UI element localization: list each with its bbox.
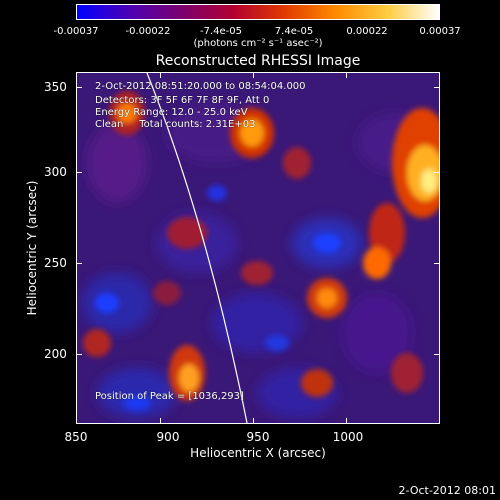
- colorbar-tick-label: 0.00022: [346, 26, 388, 37]
- colorbar-tick-label: -0.00037: [53, 26, 99, 37]
- y-axis-label: Heliocentric Y (arcsec): [25, 180, 39, 316]
- footer-date: 2-Oct-2012 08:01: [398, 484, 496, 497]
- annotation-peak-position: Position of Peak = [1036,293]: [95, 391, 244, 402]
- image-plot-area: 2-Oct-2012 08:51:20.000 to 08:54:04.000 …: [76, 72, 440, 424]
- x-tick-label: 950: [246, 430, 270, 444]
- y-tick-label: 350: [44, 80, 67, 94]
- colorbar-tick-label: -0.00022: [125, 26, 171, 37]
- x-tick-label: 900: [156, 430, 180, 444]
- annotation-detectors: Detectors: 3F 5F 6F 7F 8F 9F, Att 0: [95, 95, 270, 106]
- y-tick-label: 300: [44, 165, 67, 179]
- x-tick-label: 1000: [332, 430, 364, 444]
- annotation-energy-range: Energy Range: 12.0 - 25.0 keV: [95, 107, 248, 118]
- annotation-method-counts: Clean Total counts: 2.31E+03: [95, 119, 256, 130]
- annotation-time-range: 2-Oct-2012 08:51:20.000 to 08:54:04.000: [95, 81, 306, 92]
- x-axis-label: Heliocentric X (arcsec): [190, 446, 326, 460]
- y-tick-label: 250: [44, 256, 67, 270]
- y-tick-label: 200: [44, 347, 67, 361]
- colorbar-tick-label: -7.4e-05: [200, 26, 242, 37]
- colorbar-tick-label: 0.00037: [419, 26, 461, 37]
- solar-limb-line: [146, 73, 248, 423]
- x-tick-label: 850: [64, 430, 88, 444]
- rhessi-image: [77, 73, 439, 423]
- colorbar-units: (photons cm⁻² s⁻¹ asec⁻²): [193, 38, 323, 49]
- colorbar: [76, 4, 440, 20]
- plot-title: Reconstructed RHESSI Image: [155, 53, 361, 69]
- colorbar-tick-label: 7.4e-05: [274, 26, 314, 37]
